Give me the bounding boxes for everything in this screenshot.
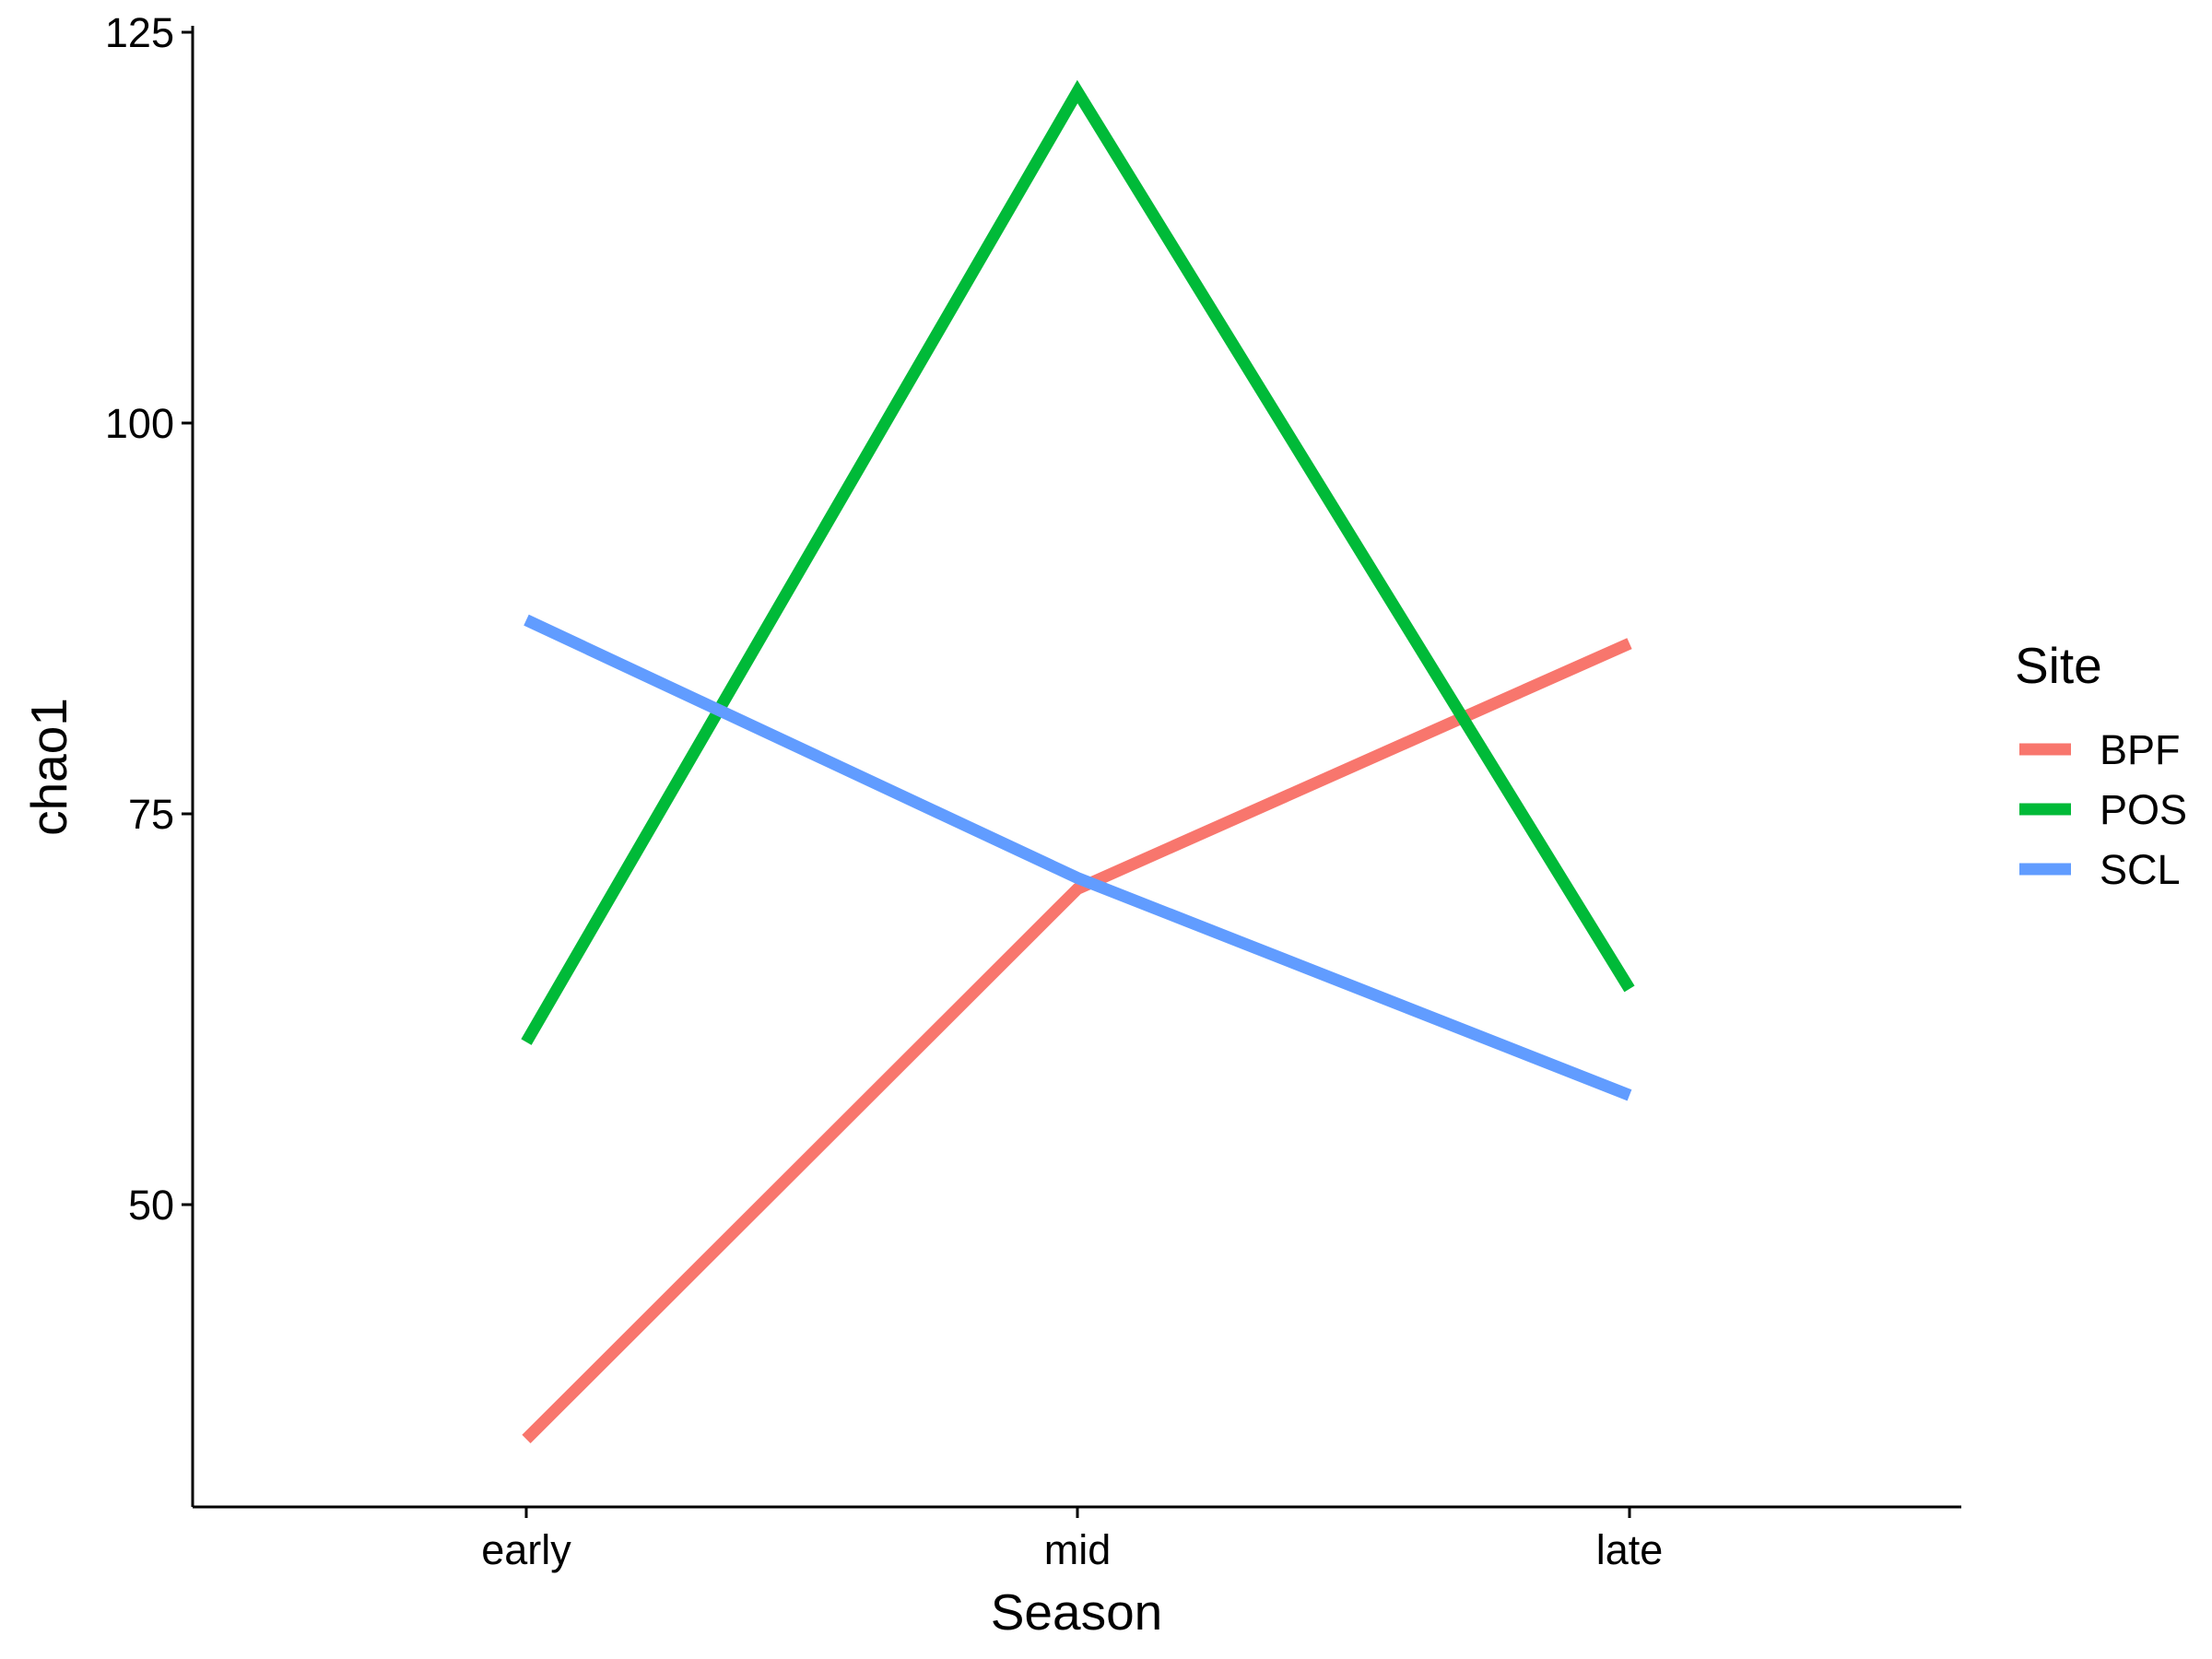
x-tick-label: mid [1044, 1526, 1112, 1573]
x-axis-title: Season [991, 1583, 1163, 1641]
y-axis-ticks: 50 75 100 125 [105, 9, 193, 1229]
legend-items: BPF POS SCL [2019, 726, 2187, 893]
legend-label-pos: POS [2100, 786, 2187, 833]
legend-item-scl: SCL [2019, 846, 2181, 893]
legend: Site BPF POS SCL [2015, 637, 2187, 893]
y-axis-title: chao1 [20, 698, 77, 836]
plot-area: 50 75 100 125 early mid late [105, 9, 1961, 1573]
x-tick-label: late [1596, 1526, 1664, 1573]
series-layer [521, 79, 1635, 1444]
legend-title: Site [2015, 637, 2102, 694]
y-tick-label: 75 [128, 791, 174, 838]
legend-label-bpf: BPF [2100, 726, 2181, 773]
y-tick-label: 50 [128, 1182, 174, 1229]
legend-item-bpf: BPF [2019, 726, 2181, 773]
series-line-pos [521, 79, 1635, 1045]
x-axis-ticks: early mid late [481, 1507, 1663, 1573]
legend-label-scl: SCL [2100, 846, 2181, 893]
series-line-bpf [522, 638, 1632, 1444]
y-tick-label: 100 [105, 400, 174, 447]
y-tick-label: 125 [105, 9, 174, 56]
x-tick-label: early [481, 1526, 571, 1573]
series-line-scl [524, 614, 1632, 1101]
legend-item-pos: POS [2019, 786, 2187, 833]
